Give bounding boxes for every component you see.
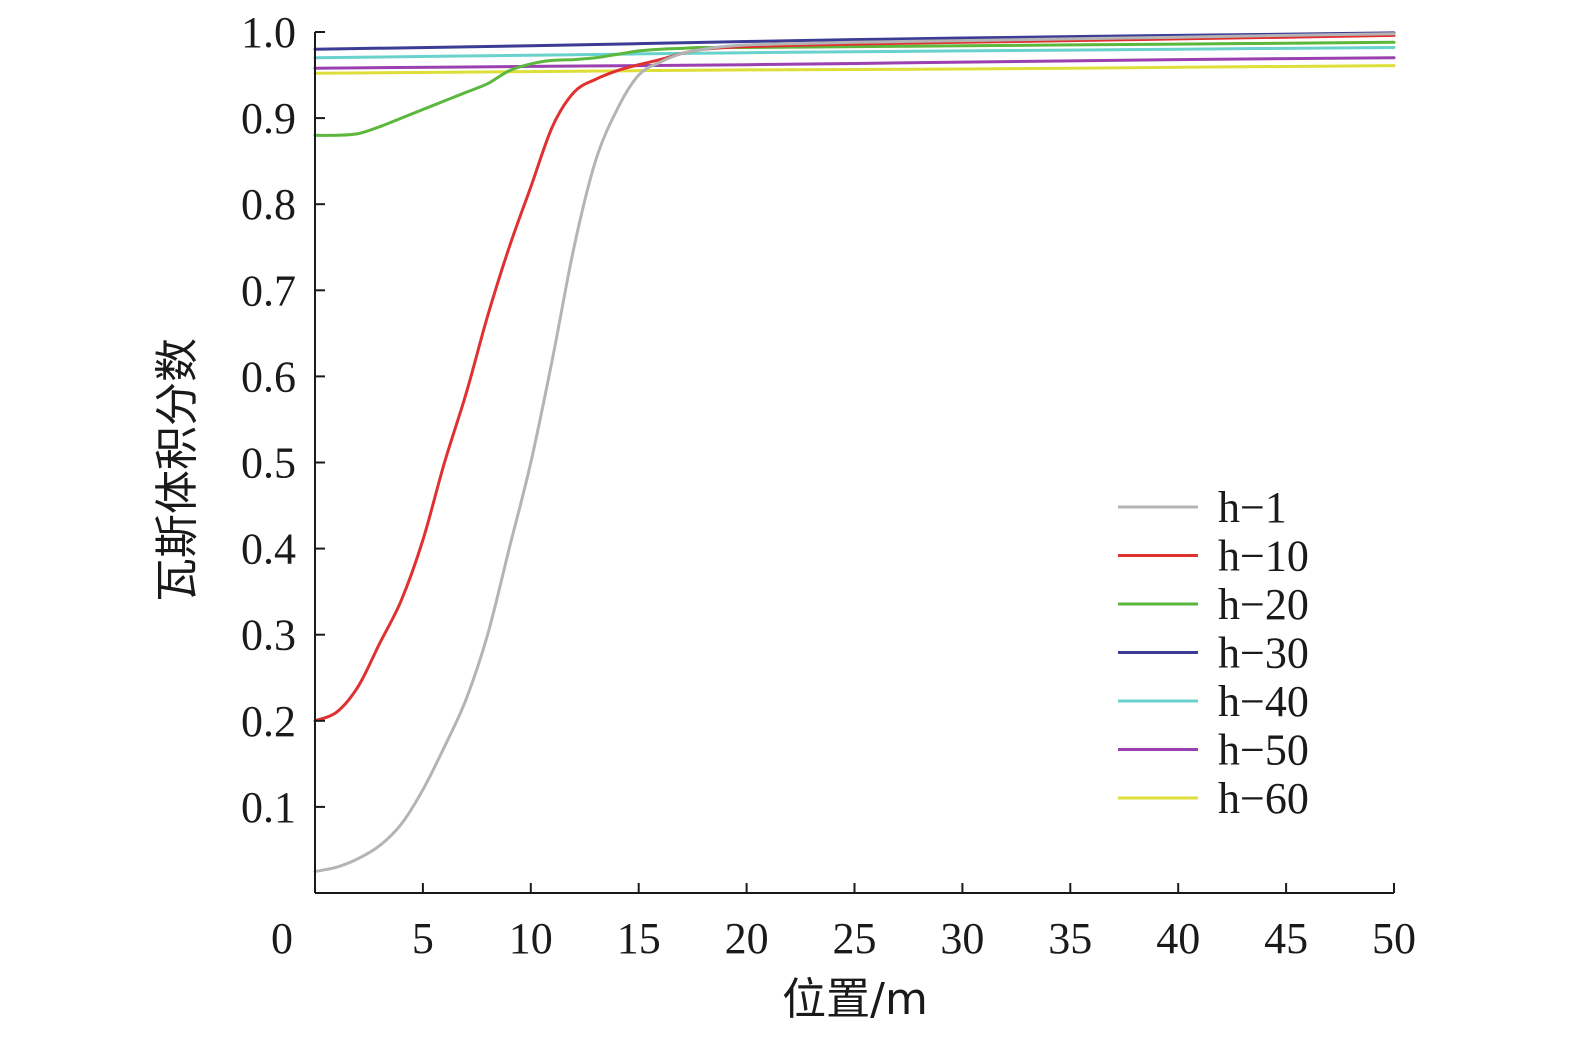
y-tick-label: 0.2 [241, 697, 296, 746]
series-line-4 [313, 31, 1396, 51]
x-tick-label: 40 [1156, 914, 1200, 963]
series-line-3 [313, 40, 1396, 137]
y-tick-label: 0.1 [241, 783, 296, 832]
x-tick-label: 45 [1264, 914, 1308, 963]
x-origin-label: 0 [271, 914, 293, 963]
legend-label: h−50 [1218, 726, 1309, 775]
series-line-6 [313, 56, 1396, 70]
legend-label: h−30 [1218, 629, 1309, 678]
legend-label: h−1 [1218, 483, 1287, 532]
x-tick-label: 20 [725, 914, 769, 963]
series-line-1 [313, 32, 1396, 873]
x-axis-title: 位置/m [782, 974, 928, 1025]
x-tick-label: 30 [940, 914, 984, 963]
x-tick-label: 50 [1372, 914, 1416, 963]
y-tick-label: 0.7 [241, 266, 296, 315]
y-tick-label: 0.3 [241, 611, 296, 660]
legend-label: h−20 [1218, 580, 1309, 629]
y-tick-label: 1.0 [241, 8, 296, 57]
legend: h−1h−10h−20h−30h−40h−50h−60 [1118, 483, 1309, 823]
x-tick-label: 15 [617, 914, 661, 963]
series-line-7 [313, 64, 1396, 75]
x-tick-label: 10 [509, 914, 553, 963]
series-layer [313, 31, 1396, 873]
x-tick-label: 35 [1048, 914, 1092, 963]
y-tick-label: 0.5 [241, 439, 296, 488]
y-tick-label: 0.4 [241, 525, 296, 574]
legend-label: h−60 [1218, 774, 1309, 823]
y-axis-title: 瓦斯体积分数 [152, 338, 203, 602]
y-tick-label: 0.8 [241, 180, 296, 229]
y-tick-label: 0.6 [241, 352, 296, 401]
ticks-layer: 5 10 15 20 25 30 35 40 45 50 0.1 0.2 0.3 0.4 0.5 0.6 0.7… [241, 8, 1416, 963]
y-tick-label: 0.9 [241, 94, 296, 143]
series-line-5 [313, 46, 1396, 60]
x-tick-label: 25 [833, 914, 877, 963]
legend-label: h−40 [1218, 677, 1309, 726]
x-tick-label: 5 [412, 914, 434, 963]
legend-label: h−10 [1218, 532, 1309, 581]
series-line-2 [313, 33, 1396, 723]
